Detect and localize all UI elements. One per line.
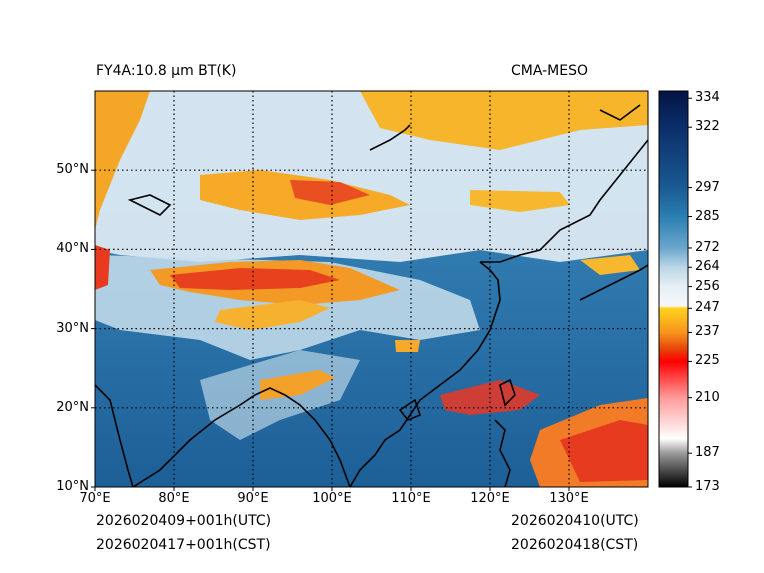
colorbar-tick-label: 187 [695,445,720,461]
init-time-utc: 2026020409+001h(UTC) [96,513,272,529]
model-name: CMA-MESO [511,63,589,79]
convective-cloud-mongolia [290,180,370,205]
colorbar-tick-label: 322 [695,119,720,135]
coastline-hainan [398,398,421,421]
map-frame [94,90,649,488]
cloud-top-northeast [360,91,648,150]
colorbar-tick-label: 210 [695,389,720,405]
cloud-top-korea [470,190,570,212]
coastline-philippines [494,419,511,487]
cloud-top-tibet-south [215,300,330,330]
colorbar-tick-label: 285 [695,208,720,224]
colorbar-tick-label: 256 [695,278,720,294]
coastlines [95,104,648,487]
coastline-china-east [349,261,501,487]
cloud-top-west [95,91,150,230]
colorbar-tick-label: 334 [695,90,720,106]
lake-balkhash [127,194,172,216]
cloud-top-japan [580,255,640,275]
valid-time-utc: 2026020410(UTC) [511,513,639,529]
convective-cloud-philippine-sea [560,420,648,482]
lat-tick-label: 50°N [56,162,89,178]
valid-time-cst: 2026020418(CST) [511,537,639,553]
lon-tick-label: 130°E [549,491,589,506]
lat-tick-label: 10°N [56,479,89,494]
axis-ticks [91,169,570,491]
colorbar-tick-label: 225 [695,353,720,369]
colorbar-tick-label: 247 [695,300,720,316]
colorbar-tick-label: 272 [695,239,720,255]
map-title: FY4A:10.8 µm BT(K) [96,63,237,79]
lon-tick-label: 120°E [470,491,510,506]
convective-cloud-west-edge [95,245,110,290]
coastline-india-east [132,387,331,487]
lon-tick-label: 70°E [79,491,111,506]
colorbar-tick-label: 297 [695,179,720,195]
lat-tick-label: 30°N [56,320,89,336]
lat-tick-label: 20°N [56,399,89,415]
colorbar-tick-label: 264 [695,259,720,275]
colorbar-tick-label: 237 [695,324,720,340]
lon-tick-label: 80°E [158,491,190,506]
lon-tick-label: 100°E [312,491,352,506]
coastline-baikal [369,124,411,151]
lat-tick-label: 40°N [56,241,89,257]
colorbar-tick-label: 173 [695,479,720,494]
init-time-cst: 2026020417+001h(CST) [96,537,271,553]
convective-cloud-tibet [170,268,340,290]
coastline-okhotsk [599,104,641,121]
cloud-top-south-china [395,340,420,352]
brightness-temperature-field [95,91,648,487]
coastline-taiwan [499,378,516,407]
coastline-japan [579,264,648,301]
coastline-korea-russia [480,139,648,263]
coastline-india-west [95,384,134,487]
colorbar [658,90,692,488]
colorbar-bar [658,90,689,488]
coastline-malay [329,439,351,487]
lon-tick-label: 110°E [391,491,431,506]
lon-tick-label: 90°E [237,491,269,506]
graticule [95,91,648,487]
